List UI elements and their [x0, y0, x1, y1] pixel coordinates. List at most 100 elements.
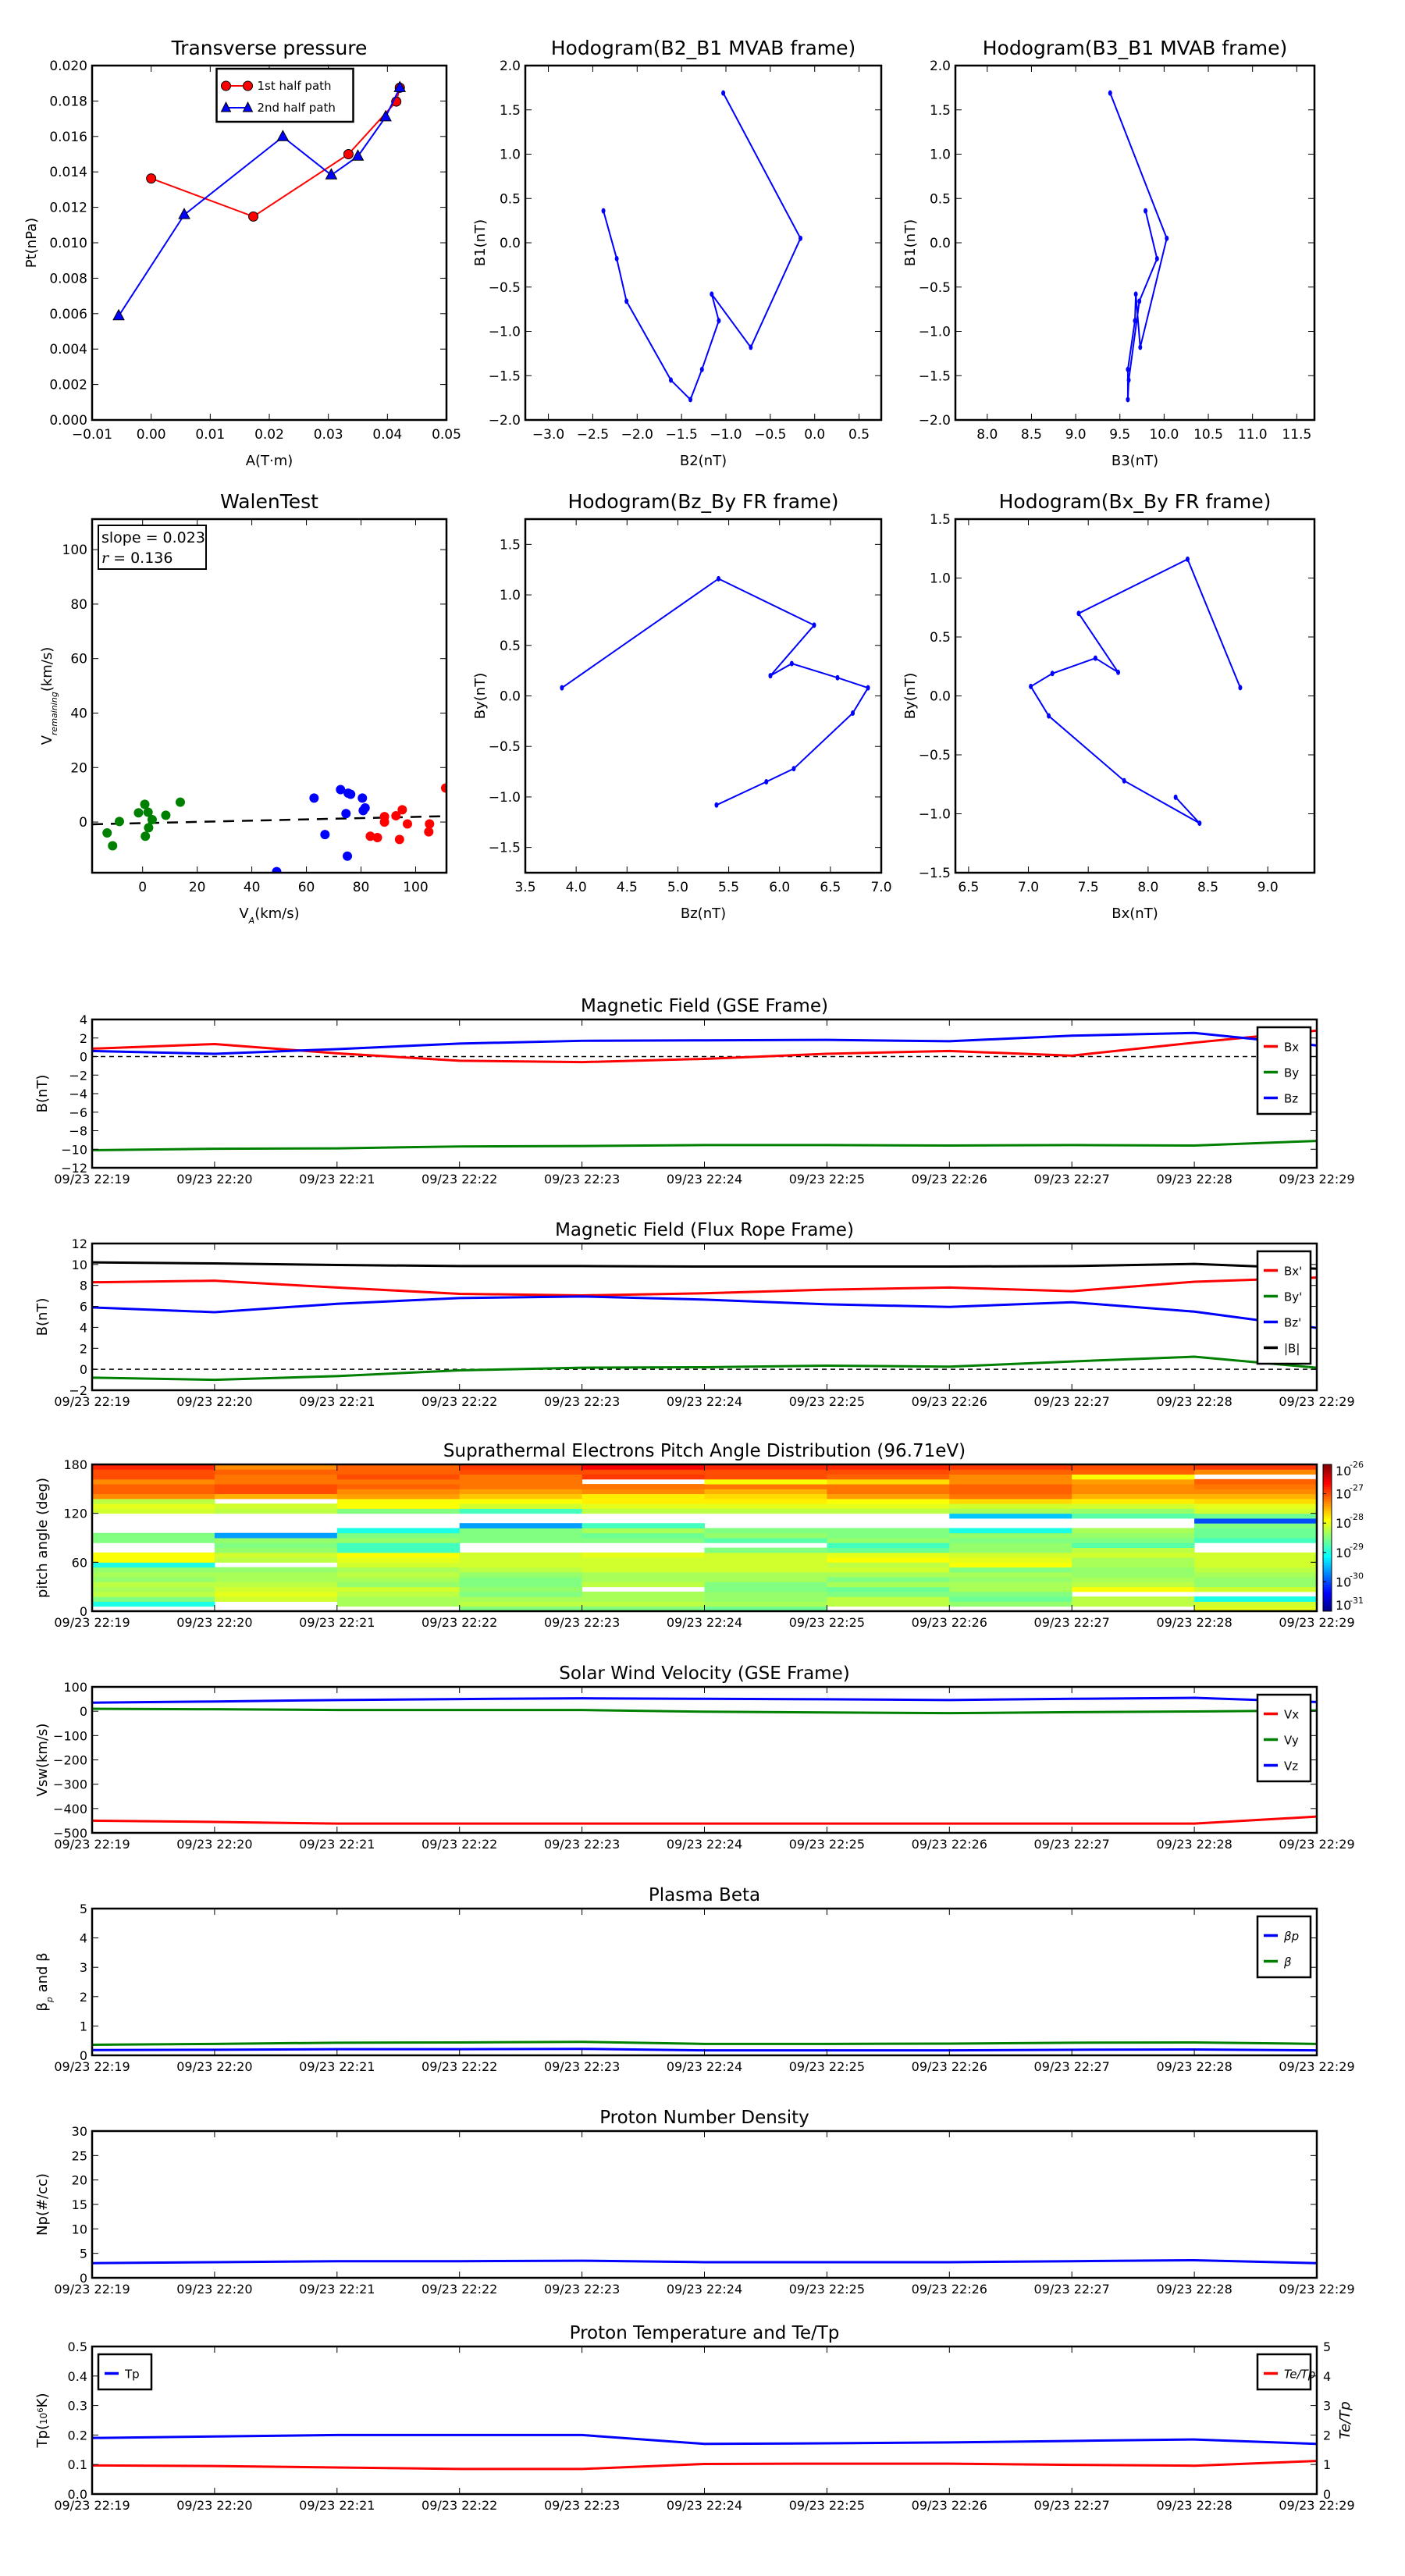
x-tick-label: 09/23 22:26 [912, 1394, 987, 1409]
heatmap-cell [336, 1469, 461, 1475]
heatmap-cell [704, 1596, 827, 1602]
colorbar-segment [1323, 1601, 1332, 1605]
heatmap-cell [582, 1591, 705, 1597]
x-tick-label: 09/23 22:23 [544, 1837, 620, 1852]
heatmap-cell [1072, 1557, 1195, 1563]
y-tick-label: 0.0 [68, 2487, 87, 2502]
colorbar-segment [1323, 1542, 1332, 1546]
x-tick-label: 0 [138, 880, 147, 895]
chart-magnetic-field-gse-frame: Magnetic Field (GSE Frame) 09/23 22:19 09/… [34, 996, 1355, 1187]
x-tick-label: 09/23 22:21 [299, 1394, 375, 1409]
heatmap-cell [827, 1547, 950, 1553]
x-tick-label: 09/23 22:23 [544, 2282, 620, 2297]
x-tick-label: 9.0 [1065, 427, 1087, 443]
data-point [248, 211, 259, 222]
data-point [764, 779, 769, 785]
y-tick-label: −2 [69, 1383, 87, 1398]
heatmap-cell [1072, 1469, 1195, 1475]
y-tick-label: −6 [69, 1105, 87, 1120]
heatmap-cell [459, 1571, 583, 1578]
y-tick-label: 0.002 [49, 378, 87, 393]
data-point [749, 344, 753, 350]
heatmap-cell [214, 1547, 338, 1553]
heatmap-cell [949, 1547, 1072, 1553]
heatmap-cell [336, 1464, 461, 1470]
heatmap-cell [92, 1498, 215, 1504]
legend-label: Bz [1284, 1092, 1298, 1106]
x-tick-label: 09/23 22:20 [176, 1615, 252, 1630]
heatmap-cell [1072, 1478, 1195, 1485]
heatmap-cell [336, 1474, 461, 1480]
data-point [143, 807, 153, 817]
colorbar-segment [1323, 1599, 1332, 1602]
heatmap-cell [1072, 1528, 1195, 1534]
heatmap-cell [459, 1493, 583, 1500]
series-line-Vz [92, 1696, 1317, 1704]
x-tick-label: −1.5 [665, 427, 697, 443]
data-point [309, 793, 319, 803]
colorbar-segment [1323, 1564, 1332, 1568]
x-tick-label: −2.0 [621, 427, 653, 443]
heatmap-cell [1194, 1577, 1318, 1582]
y-tick-label: −4 [69, 1087, 87, 1101]
data-point [1238, 685, 1243, 691]
series-line-B3B1 [1109, 92, 1168, 400]
legend-item: Bx [1264, 1041, 1299, 1055]
heatmap-cell [459, 1464, 583, 1470]
y-tick-label: 8 [80, 1279, 87, 1293]
y-tick-label: −1.0 [919, 325, 951, 340]
heatmap-cell [92, 1532, 215, 1539]
heatmap-cell [582, 1596, 705, 1602]
colorbar-segment [1323, 1464, 1332, 1468]
heatmap-cell [1072, 1513, 1195, 1519]
heatmap-cell [92, 1464, 215, 1470]
heatmap-cell [214, 1474, 338, 1480]
series-line-Vy [92, 1707, 1317, 1715]
series-line-Bz [92, 1295, 1317, 1329]
heatmap-cell [336, 1586, 461, 1592]
x-tick-label: 09/23 22:27 [1034, 1837, 1110, 1852]
y-tick-label: 1.5 [930, 103, 951, 119]
heatmap-cell [704, 1538, 827, 1543]
heatmap-cell [1194, 1503, 1318, 1509]
heatmap-cell [92, 1567, 215, 1573]
r-symbol: r [101, 550, 110, 567]
legend-item: By' [1264, 1290, 1302, 1304]
x-tick-label: 09/23 22:20 [176, 2498, 252, 2513]
colorbar-segment [1323, 1571, 1332, 1575]
heatmap-cell [582, 1538, 705, 1543]
heatmap-cell [336, 1493, 461, 1500]
x-tick-label: 09/23 22:23 [544, 2498, 620, 2513]
colorbar-segment [1323, 1486, 1332, 1489]
colorbar-segment [1323, 1510, 1332, 1514]
colorbar-segment [1323, 1547, 1332, 1551]
heatmap-cell [92, 1571, 215, 1578]
x-tick-label: 09/23 22:21 [299, 2059, 375, 2074]
x-tick-label: −3.0 [532, 427, 564, 443]
y-axis-label: B1(nT) [902, 219, 919, 266]
heatmap-cell [1194, 1484, 1318, 1489]
heatmap-cell [704, 1503, 827, 1509]
heatmap-cell [1072, 1538, 1195, 1543]
legend-label: Tp [124, 2368, 140, 2382]
chart-title: Plasma Beta [649, 1885, 760, 1905]
heatmap-cell [704, 1528, 827, 1534]
data-point [440, 783, 446, 793]
heatmap-cell [1194, 1464, 1318, 1470]
heatmap-cell [949, 1562, 1072, 1568]
legend-label: Vx [1284, 1708, 1299, 1722]
y-tick-label: 20 [72, 2173, 87, 2188]
x-tick-label: 09/23 22:27 [1034, 1172, 1110, 1187]
heatmap-cell [336, 1503, 461, 1509]
x-tick-label: 09/23 22:21 [299, 2282, 375, 2297]
heatmap-cell [1194, 1508, 1318, 1514]
heatmap-cell [582, 1489, 705, 1495]
series-layer [1108, 90, 1169, 403]
heatmap-cell [827, 1464, 950, 1470]
legend-item: Bz' [1264, 1316, 1301, 1330]
heatmap-cell [704, 1493, 827, 1500]
heatmap-cell [214, 1484, 338, 1489]
series-line-By [92, 1140, 1317, 1151]
